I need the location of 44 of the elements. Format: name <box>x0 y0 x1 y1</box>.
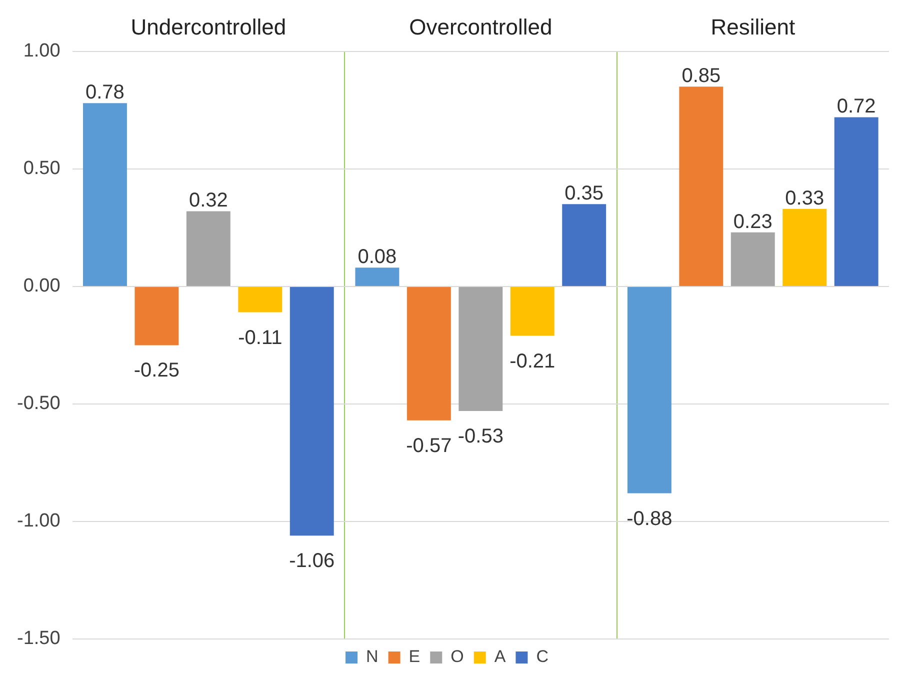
x-tick-label: Undercontrolled <box>130 14 286 40</box>
data-label: 0.85 <box>682 65 721 88</box>
bar <box>627 286 672 494</box>
data-label: -0.53 <box>458 426 504 448</box>
data-label: -0.25 <box>134 360 180 382</box>
bar <box>510 286 554 336</box>
data-label: 0.23 <box>733 210 772 233</box>
x-tick-label: Overcontrolled <box>409 14 552 40</box>
data-label: -0.88 <box>626 508 672 530</box>
legend-label: N <box>366 647 378 666</box>
bar <box>730 232 775 286</box>
bar <box>782 208 827 286</box>
bar <box>238 286 282 312</box>
y-tick-label: -1.50 <box>16 628 60 650</box>
y-tick-label: -0.50 <box>16 393 60 414</box>
bar <box>562 204 606 286</box>
data-label: 0.33 <box>785 187 824 210</box>
data-label: -0.21 <box>510 350 556 372</box>
data-label: -0.11 <box>238 326 282 349</box>
x-tick-label: Resilient <box>710 14 796 40</box>
data-label: 0.08 <box>358 246 397 268</box>
bar <box>458 286 503 412</box>
bar <box>679 86 724 286</box>
legend-label: O <box>450 647 464 666</box>
data-label: 0.78 <box>86 82 124 104</box>
legend-label: E <box>408 647 420 666</box>
bar <box>186 211 230 286</box>
y-tick-label: 1.00 <box>23 40 60 62</box>
bar <box>134 286 179 346</box>
y-tick-label: -1.00 <box>16 510 60 532</box>
bar <box>355 268 400 286</box>
data-label: -1.06 <box>289 550 335 572</box>
data-label: 0.72 <box>836 96 876 118</box>
data-label: -0.57 <box>406 434 452 457</box>
bar <box>290 286 334 536</box>
data-label: 0.32 <box>188 190 228 212</box>
bar <box>834 117 878 286</box>
data-label: 0.35 <box>564 182 604 205</box>
y-tick-label: 0.50 <box>23 158 60 180</box>
legend-label: C <box>536 647 548 666</box>
legend-label: A <box>494 647 506 666</box>
bar <box>406 286 451 420</box>
y-tick-label: 0.00 <box>23 276 60 297</box>
bar <box>82 103 127 286</box>
